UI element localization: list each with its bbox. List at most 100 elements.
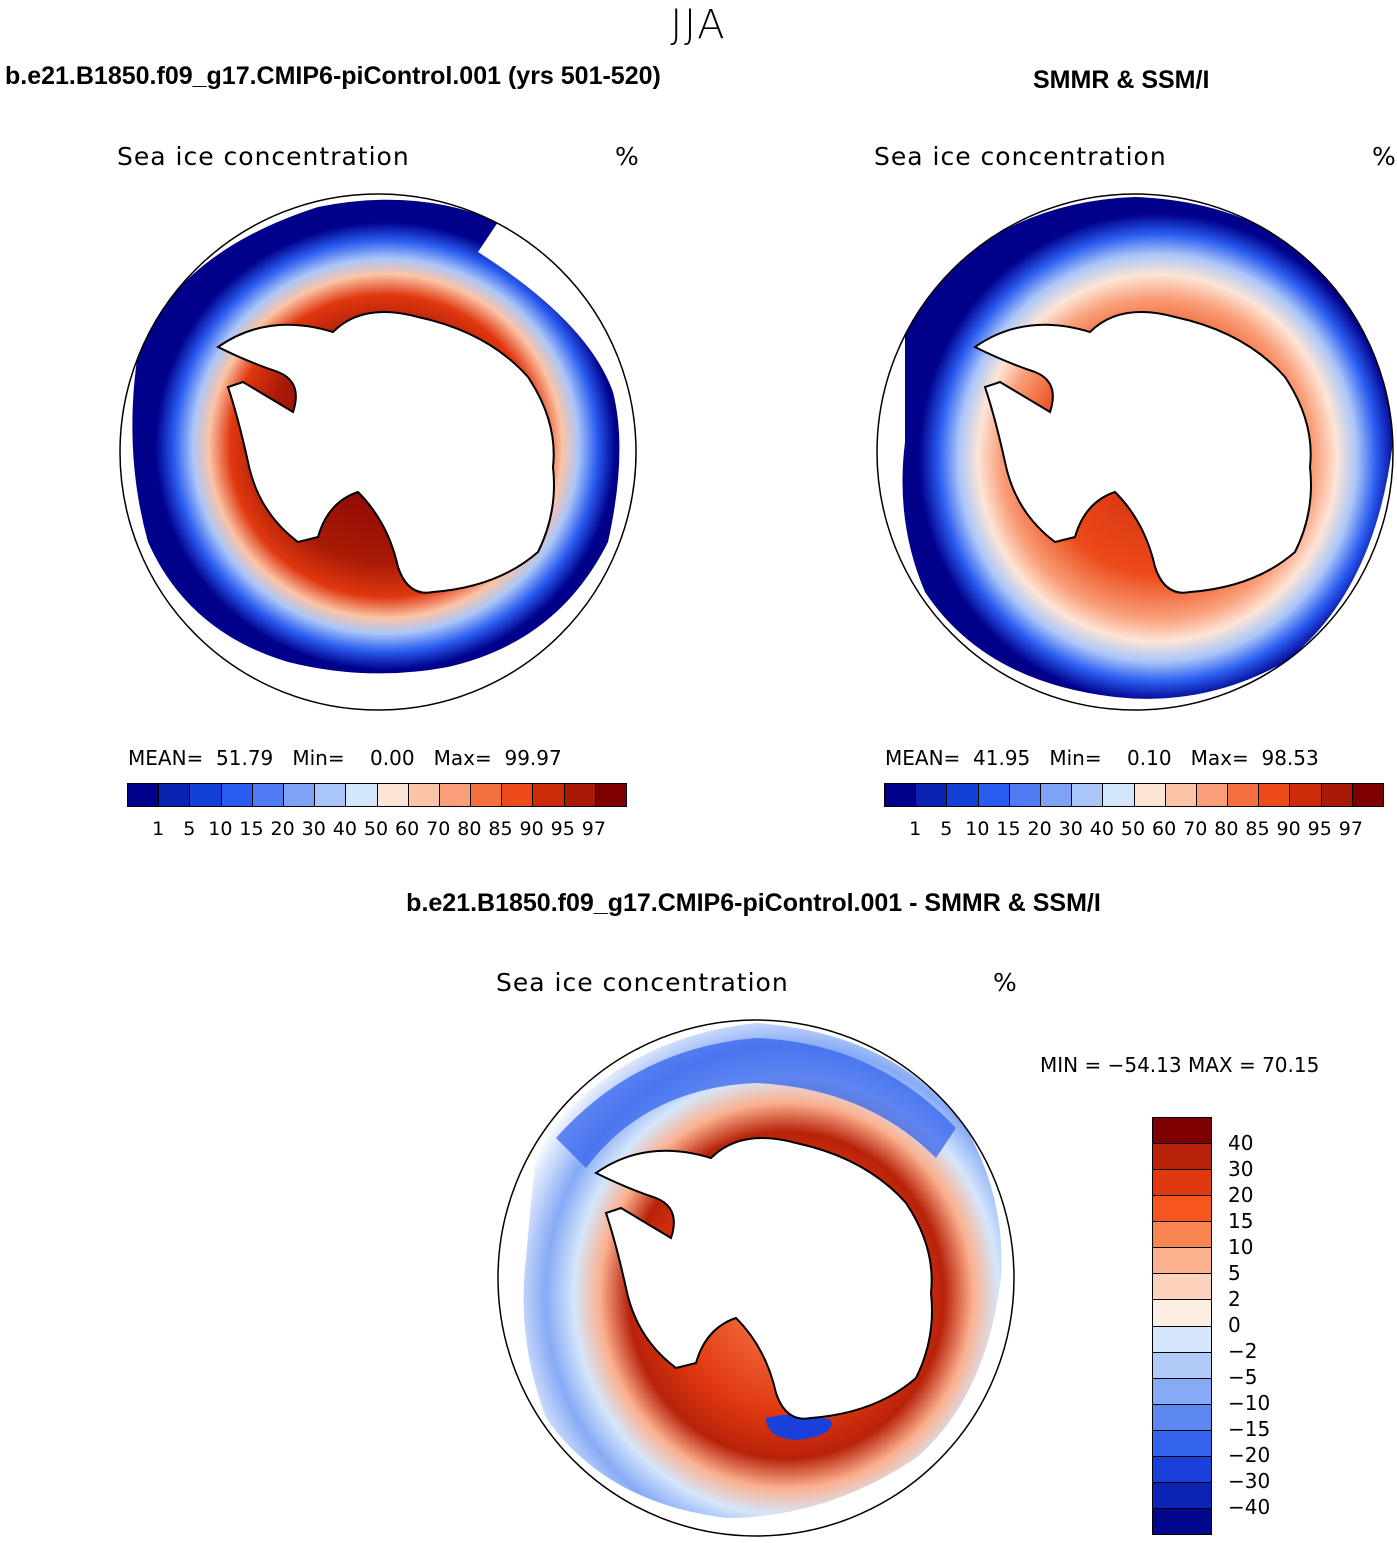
model-colorbar-swatch — [595, 784, 626, 806]
model-colorbar-swatch — [346, 784, 378, 806]
model-colorbar-tick-label: 15 — [239, 818, 264, 840]
model-max-value: 99.97 — [504, 746, 562, 770]
model-min-label: Min= — [292, 746, 345, 770]
model-colorbar-swatch — [533, 784, 565, 806]
model-colorbar-swatch — [252, 784, 284, 806]
obs-colorbar-swatch — [1040, 784, 1073, 806]
obs-colorbar-swatch — [1196, 784, 1229, 806]
obs-colorbar-tick-label: 20 — [1027, 818, 1052, 840]
obs-mean-label: MEAN= — [885, 746, 961, 770]
obs-colorbar-swatch — [1228, 784, 1260, 806]
diff-colorbar-swatch — [1153, 1404, 1211, 1431]
model-panel-title: b.e21.B1850.f09_g17.CMIP6-piControl.001 … — [5, 62, 661, 90]
diff-colorbar-tick-label: −30 — [1228, 1469, 1271, 1493]
obs-variable-label: Sea ice concentration — [874, 142, 1167, 171]
obs-colorbar-tick-label: 90 — [1276, 818, 1301, 840]
diff-colorbar-tick-label: 5 — [1228, 1261, 1241, 1285]
obs-colorbar-swatch — [978, 784, 1010, 806]
obs-colorbar-swatch — [1165, 784, 1197, 806]
diff-colorbar-swatch — [1153, 1482, 1211, 1509]
diff-colorbar-tick-label: −10 — [1228, 1391, 1271, 1415]
obs-max-value: 98.53 — [1261, 746, 1319, 770]
model-stats-line: MEAN= 51.79 Min= 0.00 Max= 99.97 — [128, 746, 562, 770]
model-colorbar-swatch — [408, 784, 440, 806]
model-colorbar-tick-label: 90 — [519, 818, 544, 840]
model-units-label: % — [615, 142, 639, 171]
diff-colorbar-tick-label: 2 — [1228, 1287, 1241, 1311]
obs-units-label: % — [1372, 142, 1396, 171]
model-colorbar-swatch — [502, 784, 534, 806]
diff-colorbar-tick-label: 10 — [1228, 1235, 1254, 1259]
model-min-value: 0.00 — [370, 746, 415, 770]
obs-min-value: 0.10 — [1127, 746, 1172, 770]
diff-colorbar-tick-label: −20 — [1228, 1443, 1271, 1467]
model-colorbar-swatch — [471, 784, 503, 806]
obs-colorbar-tick-label: 60 — [1152, 818, 1177, 840]
obs-colorbar-tick-label: 1 — [909, 818, 922, 840]
obs-colorbar-swatch — [885, 784, 917, 806]
model-colorbar-tick-label: 85 — [488, 818, 513, 840]
model-colorbar-ticks: 1 5 10 15 20 30 40 50 60 70 80 85 90 95 97 — [127, 818, 625, 842]
obs-colorbar-swatch — [1134, 784, 1166, 806]
diff-colorbar-tick-label: 15 — [1228, 1209, 1254, 1233]
obs-colorbar — [884, 783, 1384, 807]
obs-colorbar-tick-label: 95 — [1307, 818, 1332, 840]
diff-colorbar-tick-label: −15 — [1228, 1417, 1271, 1441]
model-colorbar-swatch — [283, 784, 316, 806]
diff-colorbar-swatch — [1153, 1118, 1211, 1145]
model-colorbar-tick-label: 60 — [395, 818, 420, 840]
model-polar-map — [119, 193, 637, 711]
diff-colorbar-tick-label: 40 — [1228, 1131, 1254, 1155]
diff-colorbar-swatch — [1153, 1170, 1211, 1197]
obs-colorbar-tick-label: 85 — [1245, 818, 1270, 840]
model-colorbar-swatch — [564, 784, 596, 806]
obs-colorbar-swatch — [1321, 784, 1353, 806]
diff-colorbar-ticks: 40 30 20 15 10 5 2 0 −2 −5 −10 −15 −20 −30 −40 — [1228, 1117, 1288, 1533]
diff-negative-patch-south — [766, 1414, 832, 1440]
obs-panel-title: SMMR & SSM/I — [1033, 66, 1210, 94]
model-colorbar-tick-label: 30 — [301, 818, 326, 840]
model-colorbar-tick-label: 5 — [183, 818, 196, 840]
model-colorbar-tick-label: 97 — [581, 818, 606, 840]
diff-colorbar-swatch — [1153, 1300, 1211, 1327]
obs-polar-map — [876, 193, 1394, 711]
obs-colorbar-tick-label: 40 — [1089, 818, 1114, 840]
model-colorbar-tick-label: 40 — [332, 818, 357, 840]
model-mean-value: 51.79 — [216, 746, 274, 770]
diff-polar-map — [497, 1019, 1015, 1537]
diff-units-label: % — [993, 968, 1017, 997]
diff-variable-label: Sea ice concentration — [496, 968, 789, 997]
obs-colorbar-swatch — [1009, 784, 1041, 806]
model-colorbar-swatch — [315, 784, 347, 806]
model-colorbar-tick-label: 70 — [426, 818, 451, 840]
diff-colorbar-swatch — [1153, 1508, 1211, 1534]
model-colorbar-swatch — [190, 784, 222, 806]
obs-colorbar-tick-label: 5 — [940, 818, 953, 840]
obs-colorbar-tick-label: 50 — [1120, 818, 1146, 840]
diff-colorbar — [1152, 1117, 1212, 1535]
obs-colorbar-ticks: 1 5 10 15 20 30 40 50 60 70 80 85 90 95 97 — [884, 818, 1382, 842]
obs-antarctica-landmass — [973, 311, 1312, 594]
obs-min-label: Min= — [1049, 746, 1102, 770]
model-mean-label: MEAN= — [128, 746, 204, 770]
model-colorbar-swatch — [221, 784, 253, 806]
obs-mean-value: 41.95 — [973, 746, 1031, 770]
obs-colorbar-swatch — [916, 784, 948, 806]
diff-colorbar-tick-label: −40 — [1228, 1495, 1271, 1519]
obs-colorbar-swatch — [1072, 784, 1104, 806]
diff-colorbar-swatch — [1153, 1326, 1211, 1353]
diff-negative-band-north — [556, 1038, 956, 1168]
diff-colorbar-swatch — [1153, 1274, 1211, 1301]
diff-panel-title: b.e21.B1850.f09_g17.CMIP6-piControl.001 … — [406, 889, 1101, 917]
obs-colorbar-swatch — [1259, 784, 1291, 806]
obs-stats-line: MEAN= 41.95 Min= 0.10 Max= 98.53 — [885, 746, 1319, 770]
diff-colorbar-tick-label: −5 — [1228, 1365, 1258, 1389]
obs-colorbar-tick-label: 97 — [1338, 818, 1363, 840]
obs-colorbar-swatch — [1290, 784, 1322, 806]
obs-colorbar-tick-label: 10 — [965, 818, 990, 840]
diff-colorbar-swatch — [1153, 1222, 1211, 1249]
model-colorbar-swatch — [439, 784, 472, 806]
model-colorbar-tick-label: 20 — [270, 818, 295, 840]
model-colorbar-swatch — [128, 784, 160, 806]
model-colorbar — [127, 783, 627, 807]
